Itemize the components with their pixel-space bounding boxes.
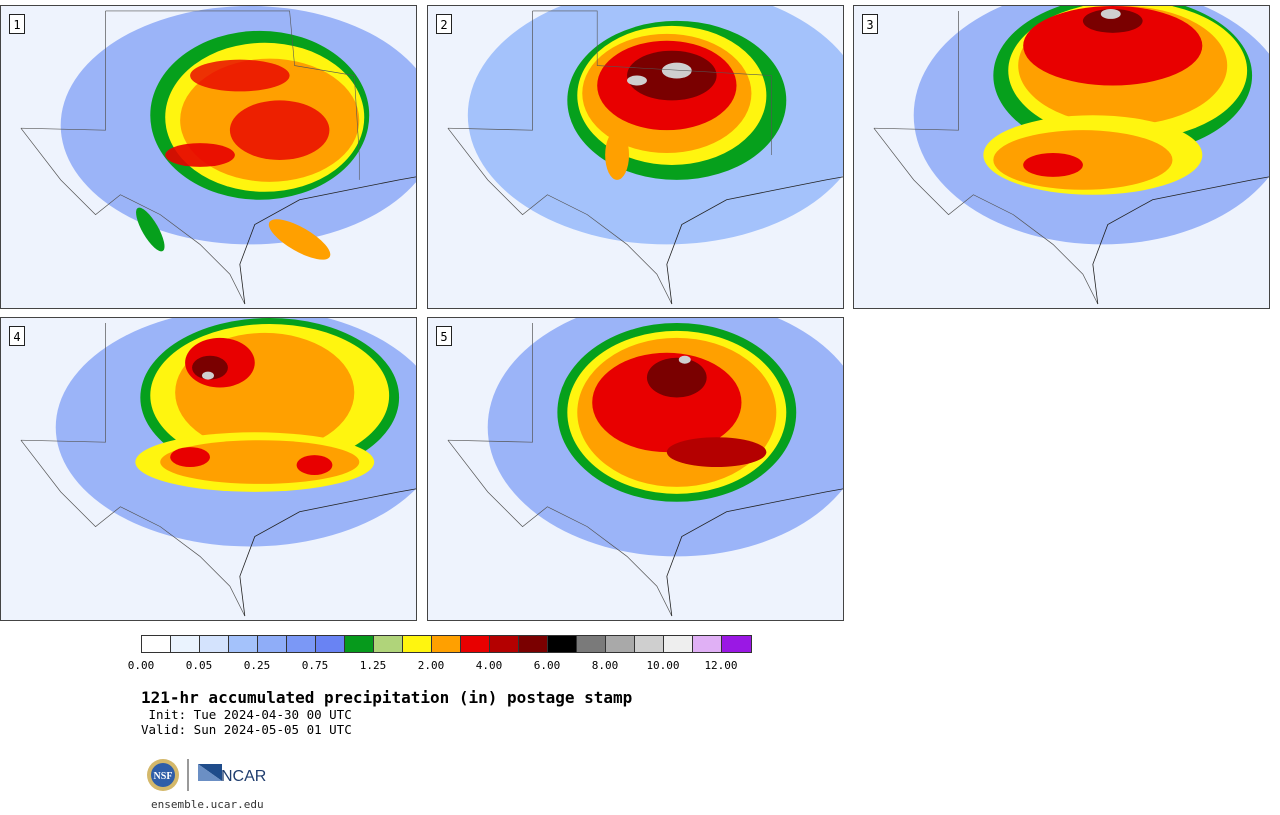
colorbar-swatch — [345, 636, 374, 652]
colorbar-swatch — [374, 636, 403, 652]
colorbar-tick-label: 0.00 — [127, 659, 155, 672]
map-panel-2: 2 — [427, 5, 844, 309]
colorbar-swatch — [258, 636, 287, 652]
colorbar-tick-label: 0.75 — [301, 659, 329, 672]
panel-number-2: 2 — [436, 14, 452, 34]
logos: NSF NCAR — [145, 757, 275, 793]
colorbar-tick-label: 0.05 — [185, 659, 213, 672]
precip-map-5 — [428, 318, 843, 620]
colorbar-labels: 0.00 0.05 0.25 0.75 1.25 2.00 4.00 6.00 8.00 10.0… — [128, 659, 761, 673]
colorbar-swatch — [200, 636, 229, 652]
colorbar-swatch — [519, 636, 548, 652]
panel-number-4: 4 — [9, 326, 25, 346]
colorbar-tick-label: 10.00 — [646, 659, 680, 672]
ncar-logo-text: NCAR — [221, 768, 266, 785]
map-panel-5: 5 — [427, 317, 844, 621]
panel-number-5: 5 — [436, 326, 452, 346]
colorbar-swatch — [229, 636, 258, 652]
colorbar-swatch — [693, 636, 722, 652]
ncar-logo: NCAR — [198, 764, 266, 785]
colorbar-swatch — [577, 636, 606, 652]
colorbar-tick-label: 12.00 — [704, 659, 738, 672]
chart-title: 121-hr accumulated precipitation (in) po… — [141, 688, 633, 707]
logo-group: NSF NCAR — [147, 759, 266, 791]
precip-map-2 — [428, 6, 843, 308]
colorbar-swatch — [548, 636, 577, 652]
init-time: Init: Tue 2024-04-30 00 UTC — [141, 707, 352, 722]
nsf-logo: NSF — [147, 759, 179, 791]
map-panel-3: 3 — [853, 5, 1270, 309]
colorbar-swatch — [490, 636, 519, 652]
map-panel-4: 4 — [0, 317, 417, 621]
colorbar-tick-label: 8.00 — [591, 659, 619, 672]
colorbar-tick-label: 0.25 — [243, 659, 271, 672]
colorbar-tick-label: 1.25 — [359, 659, 387, 672]
colorbar-tick-label: 2.00 — [417, 659, 445, 672]
colorbar — [141, 635, 752, 653]
precip-map-3 — [854, 6, 1269, 308]
colorbar-swatch — [461, 636, 490, 652]
panel-number-3: 3 — [862, 14, 878, 34]
colorbar-tick-label: 6.00 — [533, 659, 561, 672]
colorbar-swatch — [403, 636, 432, 652]
colorbar-swatch — [287, 636, 316, 652]
valid-time: Valid: Sun 2024-05-05 01 UTC — [141, 722, 352, 737]
colorbar-tick-label: 4.00 — [475, 659, 503, 672]
nsf-logo-text: NSF — [154, 771, 173, 782]
colorbar-swatch — [635, 636, 664, 652]
colorbar-swatch — [316, 636, 345, 652]
footer-url: ensemble.ucar.edu — [151, 798, 264, 811]
map-panel-1: 1 — [0, 5, 417, 309]
colorbar-swatch — [664, 636, 693, 652]
panel-number-1: 1 — [9, 14, 25, 34]
colorbar-swatch — [722, 636, 751, 652]
colorbar-swatch — [432, 636, 461, 652]
precip-map-1 — [1, 6, 416, 308]
colorbar-swatch — [606, 636, 635, 652]
precip-map-4 — [1, 318, 416, 620]
colorbar-swatch — [171, 636, 200, 652]
colorbar-swatch — [142, 636, 171, 652]
